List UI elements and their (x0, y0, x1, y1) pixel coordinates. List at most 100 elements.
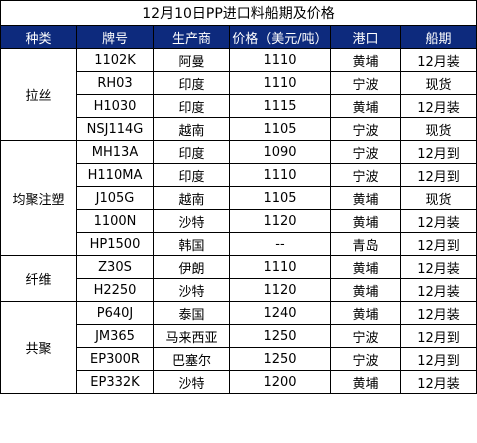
shipment-cell: 12月到 (399, 163, 477, 187)
producer-cell: 印度 (153, 163, 230, 187)
producer-cell: 越南 (153, 186, 230, 210)
price-cell: 1110 (229, 71, 331, 95)
price-cell: 1115 (229, 94, 331, 118)
table-row: NSJ114G 越南 1105 宁波 现货 (1, 117, 477, 141)
shipment-cell: 12月装 (399, 48, 477, 72)
table-row: H2250 沙特 1120 黄埔 12月装 (1, 278, 477, 302)
producer-cell: 印度 (153, 94, 230, 118)
port-cell: 黄埔 (330, 370, 401, 394)
price-cell: 1105 (229, 117, 331, 141)
grade-cell: MH13A (76, 140, 154, 164)
price-cell: 1090 (229, 140, 331, 164)
table-row: 拉丝 1102K 阿曼 1110 黄埔 12月装 (0, 48, 477, 141)
table-row: 均聚注塑 MH13A 印度 1090 宁波 12月到 (0, 140, 477, 256)
port-cell: 宁波 (330, 117, 401, 141)
header-price: 价格（美元/吨） (229, 25, 331, 49)
port-cell: 宁波 (330, 347, 401, 371)
category-cell: 拉丝 (0, 48, 77, 141)
price-cell: 1120 (229, 278, 331, 302)
price-cell: 1105 (229, 186, 331, 210)
shipment-cell: 12月装 (399, 278, 477, 302)
table-row: JM365 马来西亚 1250 宁波 12月到 (1, 324, 477, 348)
producer-cell: 马来西亚 (153, 324, 230, 348)
table-row: 1100N 沙特 1120 黄埔 12月装 (1, 209, 477, 233)
port-cell: 宁波 (330, 140, 401, 164)
grade-cell: RH03 (76, 71, 154, 95)
shipment-cell: 12月到 (399, 232, 477, 256)
header-row: 种类 牌号 生产商 价格（美元/吨） 港口 船期 (0, 25, 477, 49)
price-cell: 1240 (229, 301, 331, 325)
port-cell: 宁波 (330, 324, 401, 348)
producer-cell: 沙特 (153, 370, 230, 394)
shipment-cell: 现货 (399, 117, 477, 141)
shipment-cell: 12月装 (399, 301, 477, 325)
shipment-cell: 12月装 (399, 209, 477, 233)
price-cell: 1120 (229, 209, 331, 233)
producer-cell: 沙特 (153, 278, 230, 302)
category-cell: 共聚 (0, 301, 77, 394)
title-row: 12月10日PP进口料船期及价格 (0, 0, 477, 26)
shipment-cell: 现货 (399, 71, 477, 95)
grade-cell: EP332K (76, 370, 154, 394)
header-grade: 牌号 (76, 25, 154, 49)
producer-cell: 伊朗 (153, 255, 230, 279)
grade-cell: EP300R (76, 347, 154, 371)
port-cell: 黄埔 (330, 48, 401, 72)
price-cell: 1110 (229, 48, 331, 72)
grade-cell: JM365 (76, 324, 154, 348)
producer-cell: 沙特 (153, 209, 230, 233)
table-row: RH03 印度 1110 宁波 现货 (1, 71, 477, 95)
price-cell: 1250 (229, 324, 331, 348)
producer-cell: 韩国 (153, 232, 230, 256)
port-cell: 黄埔 (330, 255, 401, 279)
category-cell: 纤维 (0, 255, 77, 302)
table-row: 纤维 Z30S 伊朗 1110 黄埔 12月装 (0, 255, 477, 302)
grade-cell: H2250 (76, 278, 154, 302)
header-producer: 生产商 (153, 25, 230, 49)
shipment-cell: 12月到 (399, 324, 477, 348)
port-cell: 黄埔 (330, 278, 401, 302)
port-cell: 黄埔 (330, 186, 401, 210)
header-port: 港口 (330, 25, 401, 49)
producer-cell: 阿曼 (153, 48, 230, 72)
price-cell: -- (229, 232, 331, 256)
price-cell: 1110 (229, 163, 331, 187)
shipment-cell: 12月装 (399, 94, 477, 118)
port-cell: 黄埔 (330, 301, 401, 325)
grade-cell: H110MA (76, 163, 154, 187)
category-cell: 均聚注塑 (0, 140, 77, 256)
table-row: H110MA 印度 1110 宁波 12月到 (1, 163, 477, 187)
producer-cell: 印度 (153, 140, 230, 164)
grade-cell: 1100N (76, 209, 154, 233)
grade-cell: 1102K (76, 48, 154, 72)
producer-cell: 印度 (153, 71, 230, 95)
grade-cell: Z30S (76, 255, 154, 279)
producer-cell: 泰国 (153, 301, 230, 325)
port-cell: 宁波 (330, 163, 401, 187)
shipment-cell: 12月装 (399, 255, 477, 279)
table-row: 共聚 P640J 泰国 1240 黄埔 12月装 (0, 301, 477, 394)
grade-cell: J105G (76, 186, 154, 210)
port-cell: 黄埔 (330, 94, 401, 118)
header-category: 种类 (0, 25, 77, 49)
shipment-cell: 12月到 (399, 347, 477, 371)
table-row: H1030 印度 1115 黄埔 12月装 (1, 94, 477, 118)
grade-cell: HP1500 (76, 232, 154, 256)
price-table: 12月10日PP进口料船期及价格 种类 牌号 生产商 价格（美元/吨） 港口 船… (0, 0, 477, 394)
port-cell: 青岛 (330, 232, 401, 256)
port-cell: 黄埔 (330, 209, 401, 233)
table-title: 12月10日PP进口料船期及价格 (0, 0, 477, 26)
grade-cell: P640J (76, 301, 154, 325)
shipment-cell: 12月到 (399, 140, 477, 164)
shipment-cell: 现货 (399, 186, 477, 210)
grade-cell: H1030 (76, 94, 154, 118)
header-shipment: 船期 (399, 25, 477, 49)
table-row: J105G 越南 1105 黄埔 现货 (1, 186, 477, 210)
grade-cell: NSJ114G (76, 117, 154, 141)
table-row: EP332K 沙特 1200 黄埔 12月装 (1, 370, 477, 394)
price-cell: 1200 (229, 370, 331, 394)
port-cell: 宁波 (330, 71, 401, 95)
price-cell: 1110 (229, 255, 331, 279)
producer-cell: 巴塞尔 (153, 347, 230, 371)
shipment-cell: 12月装 (399, 370, 477, 394)
